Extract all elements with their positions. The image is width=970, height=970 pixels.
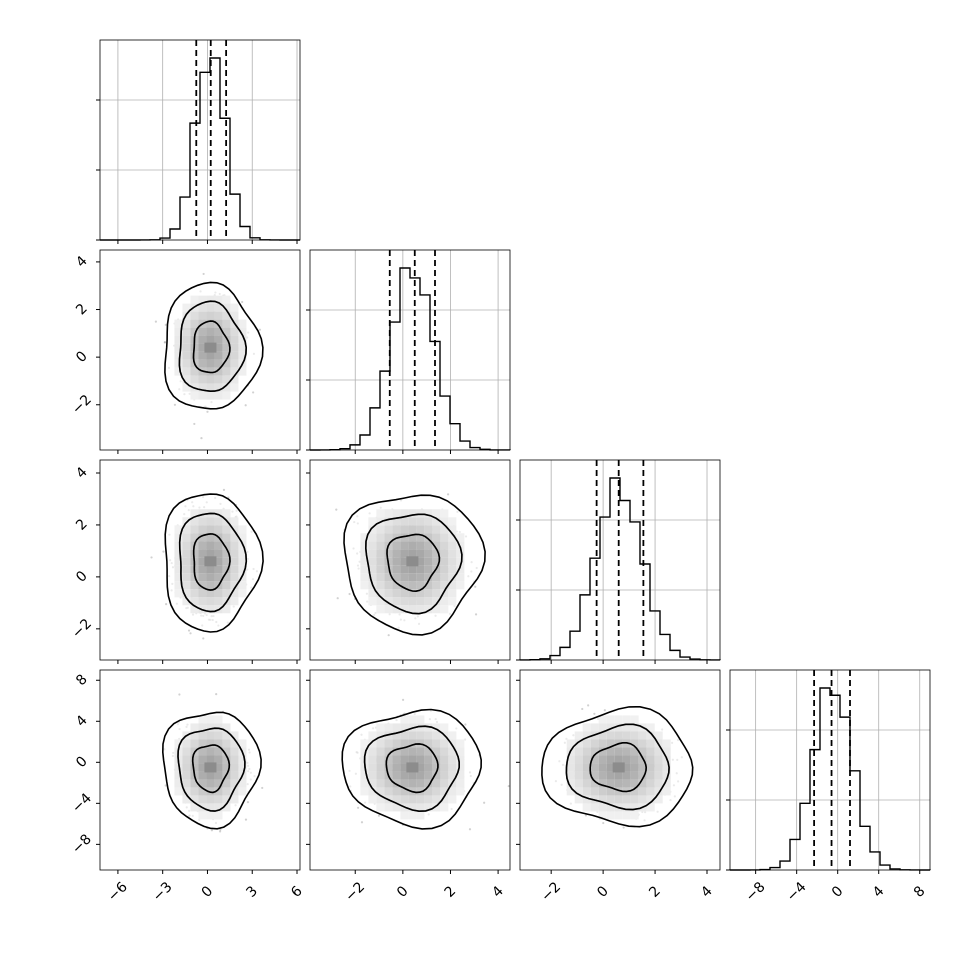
scatter-point	[581, 707, 584, 711]
density-panel-2-0	[96, 459, 301, 664]
histogram-line	[100, 57, 300, 241]
histogram-line	[729, 687, 931, 871]
panel-content	[541, 704, 694, 829]
contour-line	[191, 744, 231, 794]
scatter-point	[244, 404, 247, 407]
hist-panel-3	[726, 669, 931, 874]
panel-frame	[519, 459, 721, 661]
scatter-point	[622, 826, 625, 829]
panel-content	[150, 488, 264, 640]
panel-content	[161, 693, 264, 833]
scatter-point	[464, 723, 467, 726]
scatter-point	[507, 784, 510, 788]
density-panel-3-0	[96, 669, 301, 874]
scatter-point	[483, 801, 486, 804]
scatter-point	[474, 585, 477, 588]
contour-line	[177, 727, 246, 812]
scatter-point	[593, 712, 596, 715]
contour-line	[178, 512, 248, 613]
scatter-point	[187, 629, 191, 632]
scatter-point	[377, 814, 381, 817]
scatter-point	[178, 693, 181, 696]
hist-panel-0	[96, 39, 301, 244]
panel-frame	[99, 39, 301, 241]
scatter-point	[348, 592, 351, 596]
contour-line	[192, 320, 231, 374]
scatter-point	[336, 597, 339, 600]
scatter-point	[206, 410, 209, 413]
density-panel-1-0	[96, 249, 301, 454]
histogram-line	[309, 267, 511, 451]
scatter-point	[446, 493, 450, 496]
scatter-point	[261, 786, 264, 790]
hist-panel-1	[306, 249, 511, 454]
contour-line	[363, 725, 460, 813]
scatter-point	[162, 550, 165, 553]
panel-content	[154, 272, 264, 440]
contour-line	[364, 513, 463, 615]
scatter-point	[246, 800, 250, 804]
scatter-point	[164, 323, 167, 326]
scatter-point	[474, 613, 478, 616]
scatter-point	[215, 693, 218, 696]
density-panel-3-1	[306, 669, 511, 874]
scatter-point	[244, 818, 248, 821]
scatter-point	[258, 328, 262, 331]
scatter-point	[356, 806, 360, 809]
contour-level-3	[164, 281, 264, 410]
scatter-point	[335, 508, 338, 511]
scatter-point	[219, 828, 222, 831]
density-panel-3-2	[516, 669, 721, 874]
contour-level-3	[164, 493, 264, 633]
scatter-point	[218, 830, 222, 833]
scatter-point	[241, 300, 244, 304]
scatter-point	[603, 709, 606, 712]
panel-frame	[729, 669, 931, 871]
scatter-point	[154, 320, 157, 323]
scatter-point	[222, 488, 226, 491]
scatter-point	[193, 422, 196, 426]
density-panel-2-1	[306, 459, 511, 664]
scatter-point	[468, 828, 472, 831]
scatter-point	[164, 784, 167, 787]
scatter-point	[210, 829, 214, 832]
scatter-point	[584, 814, 588, 817]
panel-frame	[309, 669, 511, 871]
scatter-point	[387, 634, 390, 637]
scatter-point	[202, 637, 205, 640]
contour-line	[385, 743, 439, 794]
scatter-point	[602, 821, 605, 825]
panel-frame	[99, 459, 301, 661]
scatter-point	[163, 341, 167, 344]
contour-level-3	[341, 708, 483, 830]
contour-line	[386, 533, 441, 593]
contour-line	[192, 533, 231, 591]
panel-frame	[99, 669, 301, 871]
hist-panel-2	[516, 459, 721, 664]
panel-frame	[309, 249, 511, 451]
panel-frame	[99, 249, 301, 451]
scatter-point	[165, 603, 168, 606]
scatter-point	[150, 556, 153, 559]
scatter-point	[173, 403, 177, 406]
histogram-line	[519, 477, 721, 661]
panel-frame	[309, 459, 511, 661]
scatter-point	[189, 632, 192, 635]
scatter-point	[252, 391, 255, 394]
scatter-point	[200, 437, 203, 440]
scatter-point	[202, 272, 205, 276]
contour-line	[178, 300, 248, 393]
scatter-point	[587, 704, 590, 707]
scatter-point	[163, 341, 166, 344]
panel-content	[341, 698, 510, 831]
scatter-point	[360, 821, 364, 824]
scatter-point	[401, 698, 405, 701]
panel-content	[335, 493, 486, 637]
